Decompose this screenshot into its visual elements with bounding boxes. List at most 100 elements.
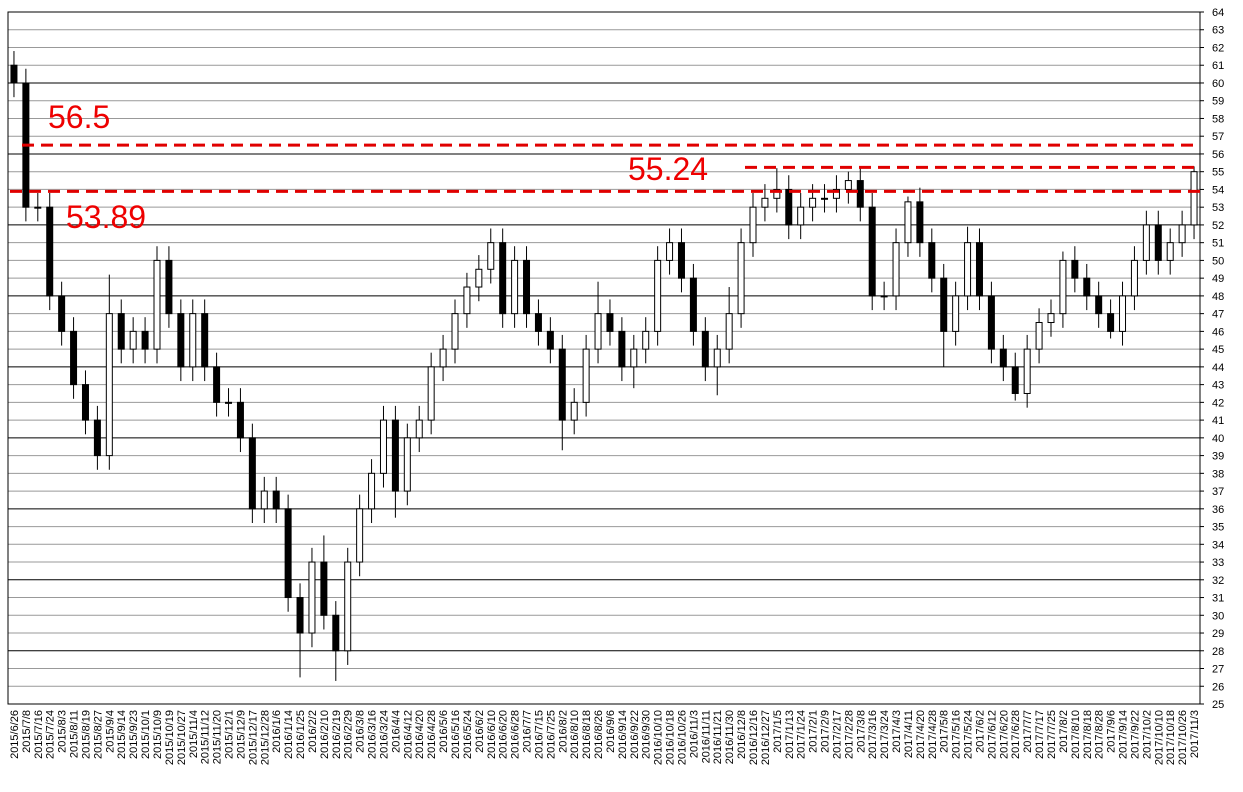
candle-body [606,313,614,332]
x-tick-label: 2015/8/27 [92,710,104,759]
candle-body [880,295,888,298]
candle-body [308,561,316,634]
x-tick-label: 2017/2/17 [831,710,843,759]
x-tick-label: 2015/8/11 [69,710,81,758]
x-tick-label: 2016/3/8 [355,710,367,753]
x-tick-label: 2015/10/19 [164,710,176,765]
candle-body [689,277,697,332]
candle-body [642,330,650,350]
candle-body [46,206,54,297]
x-tick-label: 2016/9/30 [641,710,653,759]
candle-body [856,180,864,208]
y-tick-label: 35 [1212,522,1224,534]
x-tick-label: 2017/3/16 [867,710,879,759]
y-tick-label: 39 [1212,451,1224,463]
x-tick-label: 2017/5/16 [951,710,963,759]
x-tick-label: 2017/2/9 [820,710,832,753]
candle-body [618,330,626,368]
x-tick-label: 2016/4/20 [414,710,426,759]
candle-body [523,259,531,315]
x-tick-label: 2017/2/28 [843,710,855,759]
candle-body [737,242,745,315]
y-tick-label: 61 [1212,60,1224,72]
reference-label: 55.24 [628,151,708,187]
candle-body [141,330,149,350]
candle-body [260,490,268,510]
x-tick-label: 2016/10/18 [665,710,677,765]
x-tick-label: 2016/4/28 [426,710,438,759]
candle-body [153,259,161,350]
candle-body [582,348,590,403]
candle-body [785,188,793,226]
candle-body [570,401,578,421]
candle-body [1011,366,1019,394]
x-tick-label: 2015/11/4 [188,710,200,758]
candle-body [534,313,542,332]
x-tick-label: 2016/10/10 [653,710,665,765]
reference-label: 53.89 [66,199,146,235]
x-tick-label: 2016/12/27 [760,710,772,765]
x-tick-label: 2016/5/16 [450,710,462,759]
candle-body [1083,277,1091,297]
x-tick-label: 2016/8/26 [593,710,605,759]
x-tick-label: 2016/11/21 [712,710,724,764]
candle-body [213,366,221,403]
y-tick-label: 47 [1212,309,1224,321]
candle-body [546,330,554,350]
candle-body [81,384,89,421]
candle-body [1023,348,1031,394]
candle-body [987,295,995,350]
x-tick-label: 2017/8/2 [1058,710,1070,753]
x-tick-label: 2016/9/6 [605,710,617,753]
x-tick-label: 2017/7/17 [1034,710,1046,759]
y-tick-label: 62 [1212,42,1224,54]
x-tick-label: 2017/3/24 [879,710,891,759]
candle-body [356,508,364,563]
x-tick-label: 2017/4/20 [915,710,927,759]
y-tick-label: 31 [1212,593,1224,605]
x-tick-label: 2015/7/16 [33,710,45,759]
candle-body [677,242,685,279]
y-tick-label: 63 [1212,25,1224,37]
candle-body [58,295,66,332]
y-tick-label: 44 [1212,362,1224,374]
candle-body [236,401,244,439]
x-tick-label: 2017/10/26 [1177,710,1189,765]
candle-body [1119,295,1127,332]
y-tick-label: 34 [1212,539,1224,551]
x-tick-label: 2016/7/25 [545,710,557,759]
y-tick-label: 59 [1212,96,1224,108]
x-tick-label: 2017/3/8 [855,710,867,753]
candle-body [975,242,983,297]
x-tick-label: 2017/10/18 [1165,710,1177,765]
x-tick-label: 2016/6/10 [486,710,498,759]
candle-body [1035,322,1043,350]
x-tick-label: 2017/9/22 [1129,710,1141,759]
y-tick-label: 26 [1212,681,1224,693]
candle-body [940,277,948,332]
x-tick-label: 2016/6/20 [498,710,510,759]
candle-body [511,259,519,315]
x-tick-label: 2016/4/4 [390,710,402,753]
x-tick-label: 2016/12/16 [748,710,760,765]
x-tick-label: 2015/11/12 [200,710,212,764]
x-tick-label: 2017/8/28 [1094,710,1106,759]
x-tick-label: 2016/2/19 [331,710,343,759]
candle-body [1190,171,1198,226]
y-tick-label: 49 [1212,273,1224,285]
x-tick-label: 2016/11/3 [688,710,700,758]
x-tick-label: 2017/6/20 [998,710,1010,759]
y-tick-label: 58 [1212,113,1224,125]
candle-body [928,242,936,279]
x-tick-label: 2016/1/6 [271,710,283,753]
candle-body [844,180,852,190]
x-tick-label: 2016/8/18 [581,710,593,759]
candle-body [1166,242,1174,261]
x-tick-label: 2016/4/12 [402,710,414,759]
candle-body [1178,224,1186,244]
candle-body [761,197,769,208]
y-tick-label: 37 [1212,486,1224,498]
y-tick-label: 52 [1212,220,1224,232]
x-tick-label: 2016/9/14 [617,710,629,759]
x-tick-label: 2017/1/5 [772,710,784,753]
